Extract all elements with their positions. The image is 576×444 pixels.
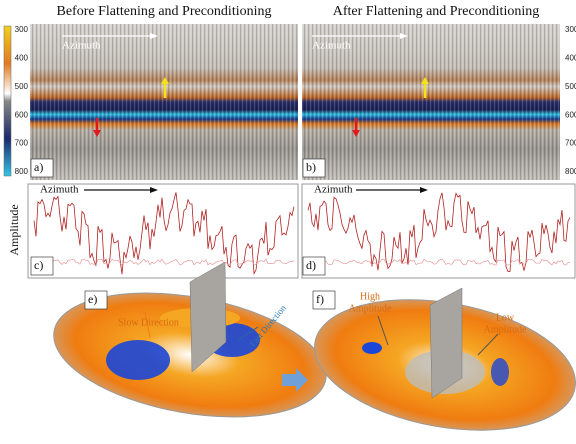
seismic-right (302, 24, 560, 180)
depth-tick-label: 500 (565, 82, 576, 91)
amplitude-axis-label: Amplitude (7, 204, 21, 255)
depth-tick-label: 800 (565, 167, 576, 176)
colorbar (3, 25, 12, 177)
map-f (314, 287, 576, 431)
depth-tick-label: 500 (15, 82, 29, 91)
panel-label: c) (34, 258, 43, 272)
azimuth-label: Azimuth (40, 184, 79, 196)
azimuth-label: Azimuth (62, 40, 101, 52)
amplitude-panels (27, 183, 576, 279)
depth-tick-label: 600 (565, 110, 576, 119)
amplitude-trace (33, 192, 295, 276)
depth-tick-label: 400 (15, 54, 29, 63)
depth-tick-label: 400 (565, 54, 576, 63)
depth-tick-label: 300 (565, 25, 576, 34)
panel-label: d) (306, 258, 316, 272)
depth-tick-label: 600 (15, 110, 29, 119)
panel-label-box (302, 256, 326, 276)
slow-direction: Slow Direction (118, 317, 179, 328)
azimuth-label: Azimuth (312, 40, 351, 52)
right-title: After Flattening and Preconditioning (333, 4, 539, 19)
panel-label-box (30, 158, 54, 178)
amplitude-trace (307, 192, 571, 273)
panel-label: a) (34, 160, 43, 174)
panel-label: b) (306, 160, 316, 174)
arrow (282, 368, 308, 392)
low-amplitude: Amplitude (484, 324, 527, 335)
panel-label: e) (88, 292, 97, 306)
depth-tick-label: 700 (565, 139, 576, 148)
amplitude-low-trace (307, 258, 571, 266)
low-amplitude: Low (496, 312, 515, 323)
depth-tick-label: 800 (15, 167, 29, 176)
panel-label-box (30, 256, 54, 276)
amplitude-low-trace (33, 258, 295, 266)
seismic-left (30, 24, 298, 180)
high-amplitude: High (360, 291, 380, 302)
depth-tick-label: 700 (15, 139, 29, 148)
panel-label-box (302, 158, 326, 178)
azimuth-label: Azimuth (314, 184, 353, 196)
map-e (53, 261, 327, 418)
panel-label: f) (316, 292, 324, 306)
panel-label-box (84, 290, 108, 310)
depth-tick-label: 300 (15, 25, 29, 34)
high-amplitude: Amplitude (349, 303, 392, 314)
left-title: Before Flattening and Preconditioning (56, 4, 271, 19)
panel-label-box (312, 290, 336, 310)
